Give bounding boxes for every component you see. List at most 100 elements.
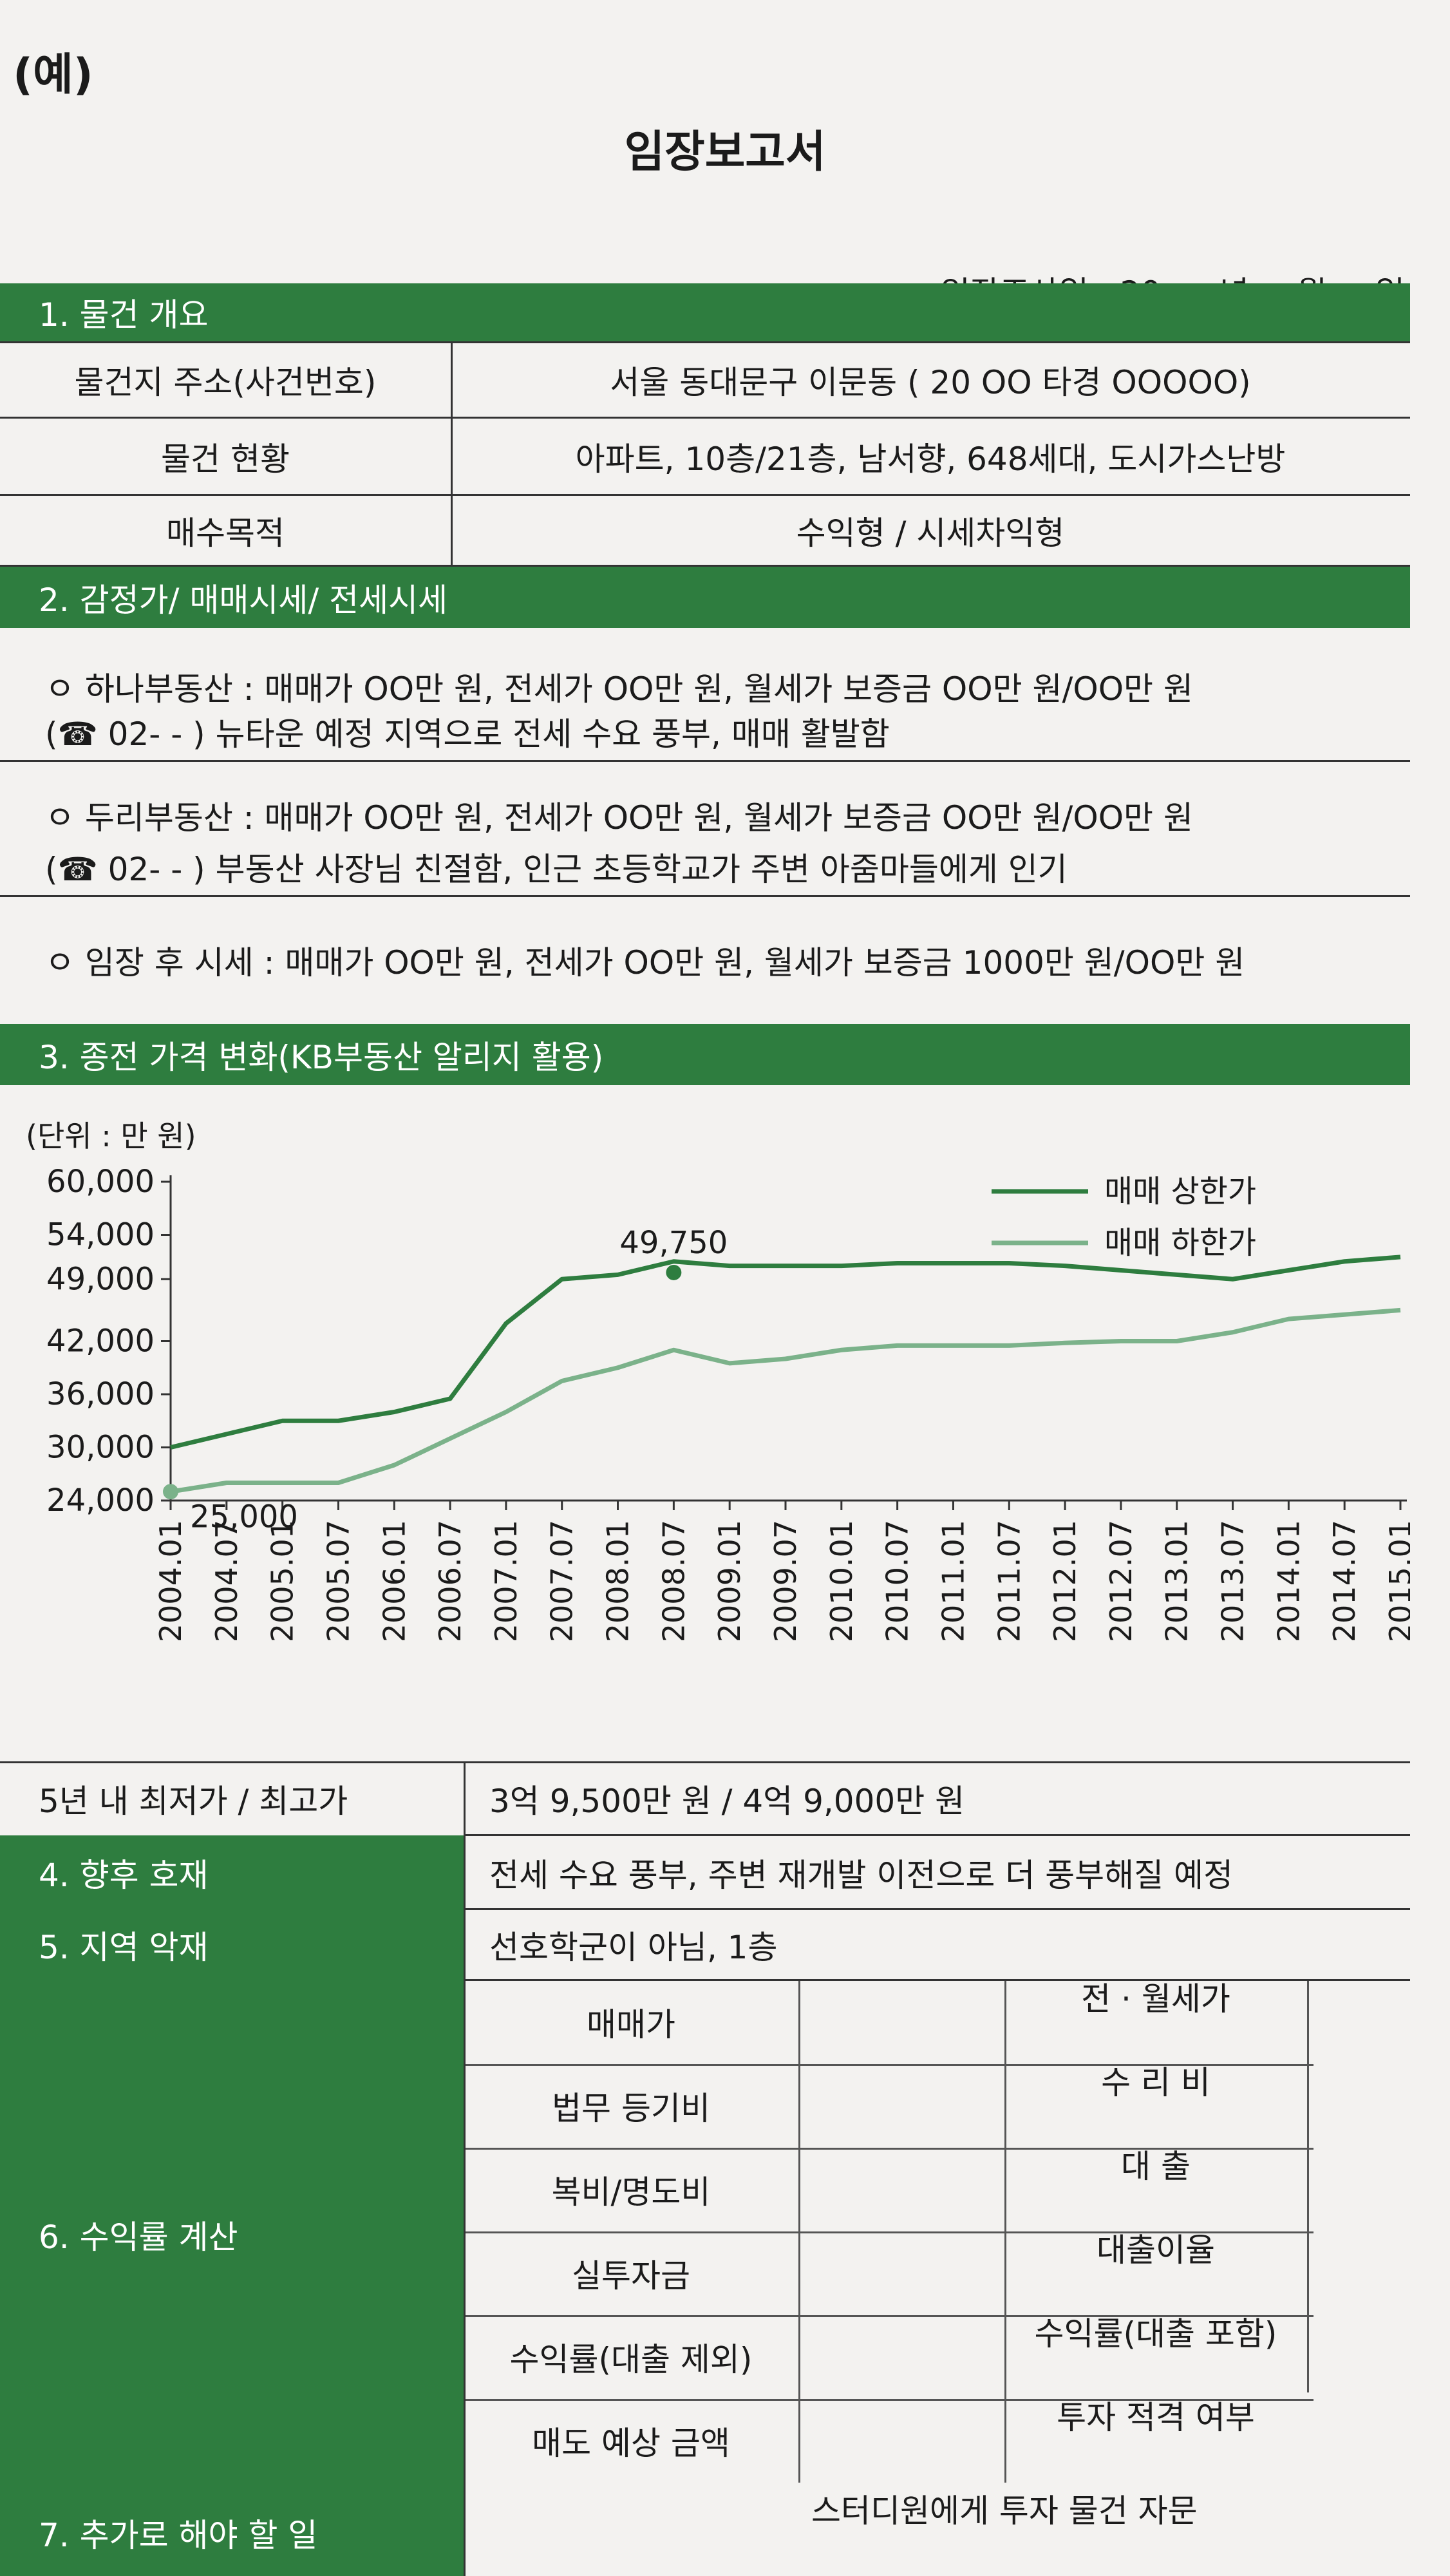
- section6-heading: 6. 수익률 계산: [0, 1980, 464, 2489]
- grid-vline-main: [464, 1763, 466, 2576]
- returns-col-line: [798, 1980, 800, 2483]
- returns-left-label: 복비/명도비: [551, 2174, 711, 2211]
- returns-left-label: 매도 예상 금액: [532, 2425, 730, 2462]
- agency2-line2: (☎ 02- - ) 부동산 사장님 친절함, 인근 초등학교가 주변 아줌마들…: [45, 851, 1068, 888]
- returns-left-label: 법무 등기비: [552, 2090, 710, 2127]
- legend-label: 매매 하한가: [1104, 1225, 1256, 1261]
- x-tick-label: 2009.07: [768, 1520, 803, 1642]
- x-tick-label: 2008.01: [601, 1520, 636, 1642]
- x-tick-label: 2012.01: [1048, 1520, 1082, 1642]
- series-upper-line: [170, 1255, 1401, 1450]
- y-tick-label: 24,000: [46, 1482, 155, 1519]
- section2-divider-1: [0, 760, 1410, 762]
- returns-row-line: [464, 2315, 1313, 2317]
- y-tick-label: 36,000: [46, 1376, 155, 1412]
- section5-heading: 5. 지역 악재: [0, 1909, 464, 1980]
- y-tick-label: 30,000: [46, 1430, 155, 1466]
- status-label: 물건 현황: [161, 440, 290, 478]
- returns-row-line: [464, 2064, 1313, 2066]
- x-tick-label: 2011.07: [992, 1520, 1026, 1642]
- x-tick-label: 2004.07: [209, 1520, 244, 1642]
- returns-col-line: [1307, 1980, 1309, 2392]
- returns-left-label: 매매가: [587, 2006, 675, 2043]
- x-tick-label: 2006.07: [433, 1520, 467, 1642]
- returns-right-label: 수익률(대출 포함): [1034, 2315, 1277, 2353]
- x-tick-label: 2009.01: [712, 1520, 747, 1642]
- agency1-line2: (☎ 02- - ) 뉴타운 예정 지역으로 전세 수요 풍부, 매매 활발함: [45, 715, 890, 753]
- purpose-value: 수익형 / 시세차익형: [796, 514, 1065, 552]
- summary-label-cell: 5년 내 최저가 / 최고가: [0, 1763, 464, 1834]
- price-chart: (단위 : 만 원) 24,000 30,000 36,000 42,000 49,000…: [0, 1095, 1445, 1752]
- x-tick-label: 2013.01: [1160, 1520, 1194, 1642]
- x-tick-label: 2005.07: [321, 1520, 355, 1642]
- section1-heading: 1. 물건 개요: [0, 283, 1410, 341]
- chart-unit-label: (단위 : 만 원): [26, 1119, 196, 1153]
- annotation-label: 49,750: [619, 1225, 728, 1261]
- y-tick-label: 54,000: [46, 1217, 155, 1253]
- x-tick-label: 2010.01: [824, 1520, 859, 1642]
- returns-right-label: 투자 적격 여부: [1057, 2399, 1255, 2436]
- grid-line-a: [464, 1834, 1410, 1836]
- section1-divider: [451, 341, 453, 567]
- returns-left-label: 수익률(대출 제외): [509, 2341, 753, 2378]
- returns-right-label: 전 · 월세가: [1081, 1980, 1230, 2018]
- status-value: 아파트, 10층/21층, 남서향, 648세대, 도시가스난방: [575, 440, 1286, 478]
- x-tick-label: 2007.07: [545, 1520, 579, 1642]
- returns-right-label: 수 리 비: [1101, 2064, 1210, 2101]
- x-tick-label: 2015.01: [1383, 1520, 1410, 1642]
- section4-heading-text: 4. 향후 호재: [39, 1856, 209, 1894]
- section3-heading-text: 3. 종전 가격 변화(KB부동산 알리지 활용): [39, 1038, 604, 1076]
- returns-row-line: [464, 2231, 1313, 2233]
- section5-value: 선호학군이 아님, 1층: [489, 1929, 778, 1966]
- address-value: 서울 동대문구 이문동 ( 20 OO 타경 OOOOO): [610, 364, 1251, 401]
- grid-line-c: [464, 1979, 1410, 1981]
- agency2-line1: ㅇ 두리부동산 : 매매가 OO만 원, 전세가 OO만 원, 월세가 보증금 …: [45, 799, 1193, 837]
- y-tick-label: 49,000: [46, 1261, 155, 1297]
- returns-right-label: 대 출: [1121, 2148, 1191, 2185]
- x-tick-label: 2014.01: [1271, 1520, 1306, 1642]
- purpose-label: 매수목적: [166, 514, 285, 552]
- section6-heading-text: 6. 수익률 계산: [39, 2219, 238, 2256]
- x-tick-label: 2008.07: [656, 1520, 691, 1642]
- summary-top-line: [0, 1761, 1410, 1763]
- x-tick-label: 2012.07: [1104, 1520, 1138, 1642]
- address-label: 물건지 주소(사건번호): [74, 364, 377, 401]
- x-tick-label: 2004.01: [153, 1520, 188, 1642]
- section5-heading-text: 5. 지역 악재: [39, 1929, 209, 1966]
- returns-left-label: 실투자금: [572, 2257, 690, 2295]
- section2-heading-text: 2. 감정가/ 매매시세/ 전세시세: [39, 581, 448, 619]
- returns-col-line: [1004, 1980, 1006, 2483]
- annotation-point: [163, 1484, 178, 1500]
- returns-row-line: [464, 2148, 1313, 2150]
- summary-label: 5년 내 최저가 / 최고가: [39, 1783, 348, 1820]
- section7-heading-text: 7. 추가로 해야 할 일: [39, 2516, 318, 2554]
- agency1-line1: ㅇ 하나부동산 : 매매가 OO만 원, 전세가 OO만 원, 월세가 보증금 …: [45, 670, 1193, 708]
- price-chart-svg: (단위 : 만 원) 24,000 30,000 36,000 42,000 49,000…: [26, 1119, 1445, 1642]
- page-title: 임장보고서: [624, 127, 826, 178]
- y-tick-label: 60,000: [46, 1164, 155, 1200]
- section1-row-address: 물건지 주소(사건번호) 서울 동대문구 이문동 ( 20 OO 타경 OOOO…: [0, 341, 1410, 419]
- x-tick-label: 2013.07: [1216, 1520, 1250, 1642]
- section1-heading-text: 1. 물건 개요: [39, 296, 209, 334]
- annotation-label: 25,000: [190, 1499, 298, 1535]
- series-lower-line: [170, 1307, 1401, 1494]
- section4-heading: 4. 향후 호재: [0, 1835, 464, 1909]
- summary-value: 3억 9,500만 원 / 4억 9,000만 원: [489, 1783, 965, 1820]
- x-tick-label: 2006.01: [377, 1520, 411, 1642]
- legend-label: 매매 상한가: [1104, 1173, 1256, 1209]
- after-visit-line: ㅇ 임장 후 시세 : 매매가 OO만 원, 전세가 OO만 원, 월세가 보증…: [45, 944, 1245, 981]
- section1-row-purpose: 매수목적 수익형 / 시세차익형: [0, 496, 1410, 567]
- section7-value: 스터디원에게 투자 물건 자문: [811, 2492, 1198, 2530]
- example-label: (예): [13, 50, 93, 100]
- x-tick-label: 2011.01: [936, 1520, 970, 1642]
- returns-right-label: 대출이율: [1097, 2231, 1215, 2269]
- x-tick-label: 2007.01: [489, 1520, 523, 1642]
- section3-heading: 3. 종전 가격 변화(KB부동산 알리지 활용): [0, 1024, 1410, 1085]
- returns-row-line: [464, 2399, 1313, 2401]
- section7-heading: 7. 추가로 해야 할 일: [0, 2489, 464, 2576]
- x-tick-label: 2005.01: [265, 1520, 300, 1642]
- section2-heading: 2. 감정가/ 매매시세/ 전세시세: [0, 567, 1410, 628]
- grid-line-b: [464, 1908, 1410, 1910]
- section1-row-status: 물건 현황 아파트, 10층/21층, 남서향, 648세대, 도시가스난방: [0, 419, 1410, 496]
